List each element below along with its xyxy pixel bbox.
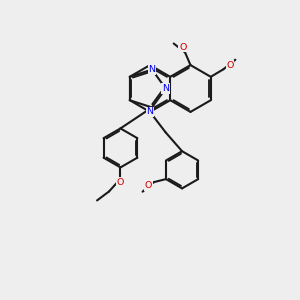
Text: N: N — [162, 84, 169, 93]
Text: O: O — [145, 181, 152, 190]
Text: O: O — [117, 178, 124, 187]
Text: O: O — [179, 43, 186, 52]
Text: N: N — [148, 65, 155, 74]
Text: N: N — [146, 107, 154, 116]
Text: O: O — [226, 61, 234, 70]
